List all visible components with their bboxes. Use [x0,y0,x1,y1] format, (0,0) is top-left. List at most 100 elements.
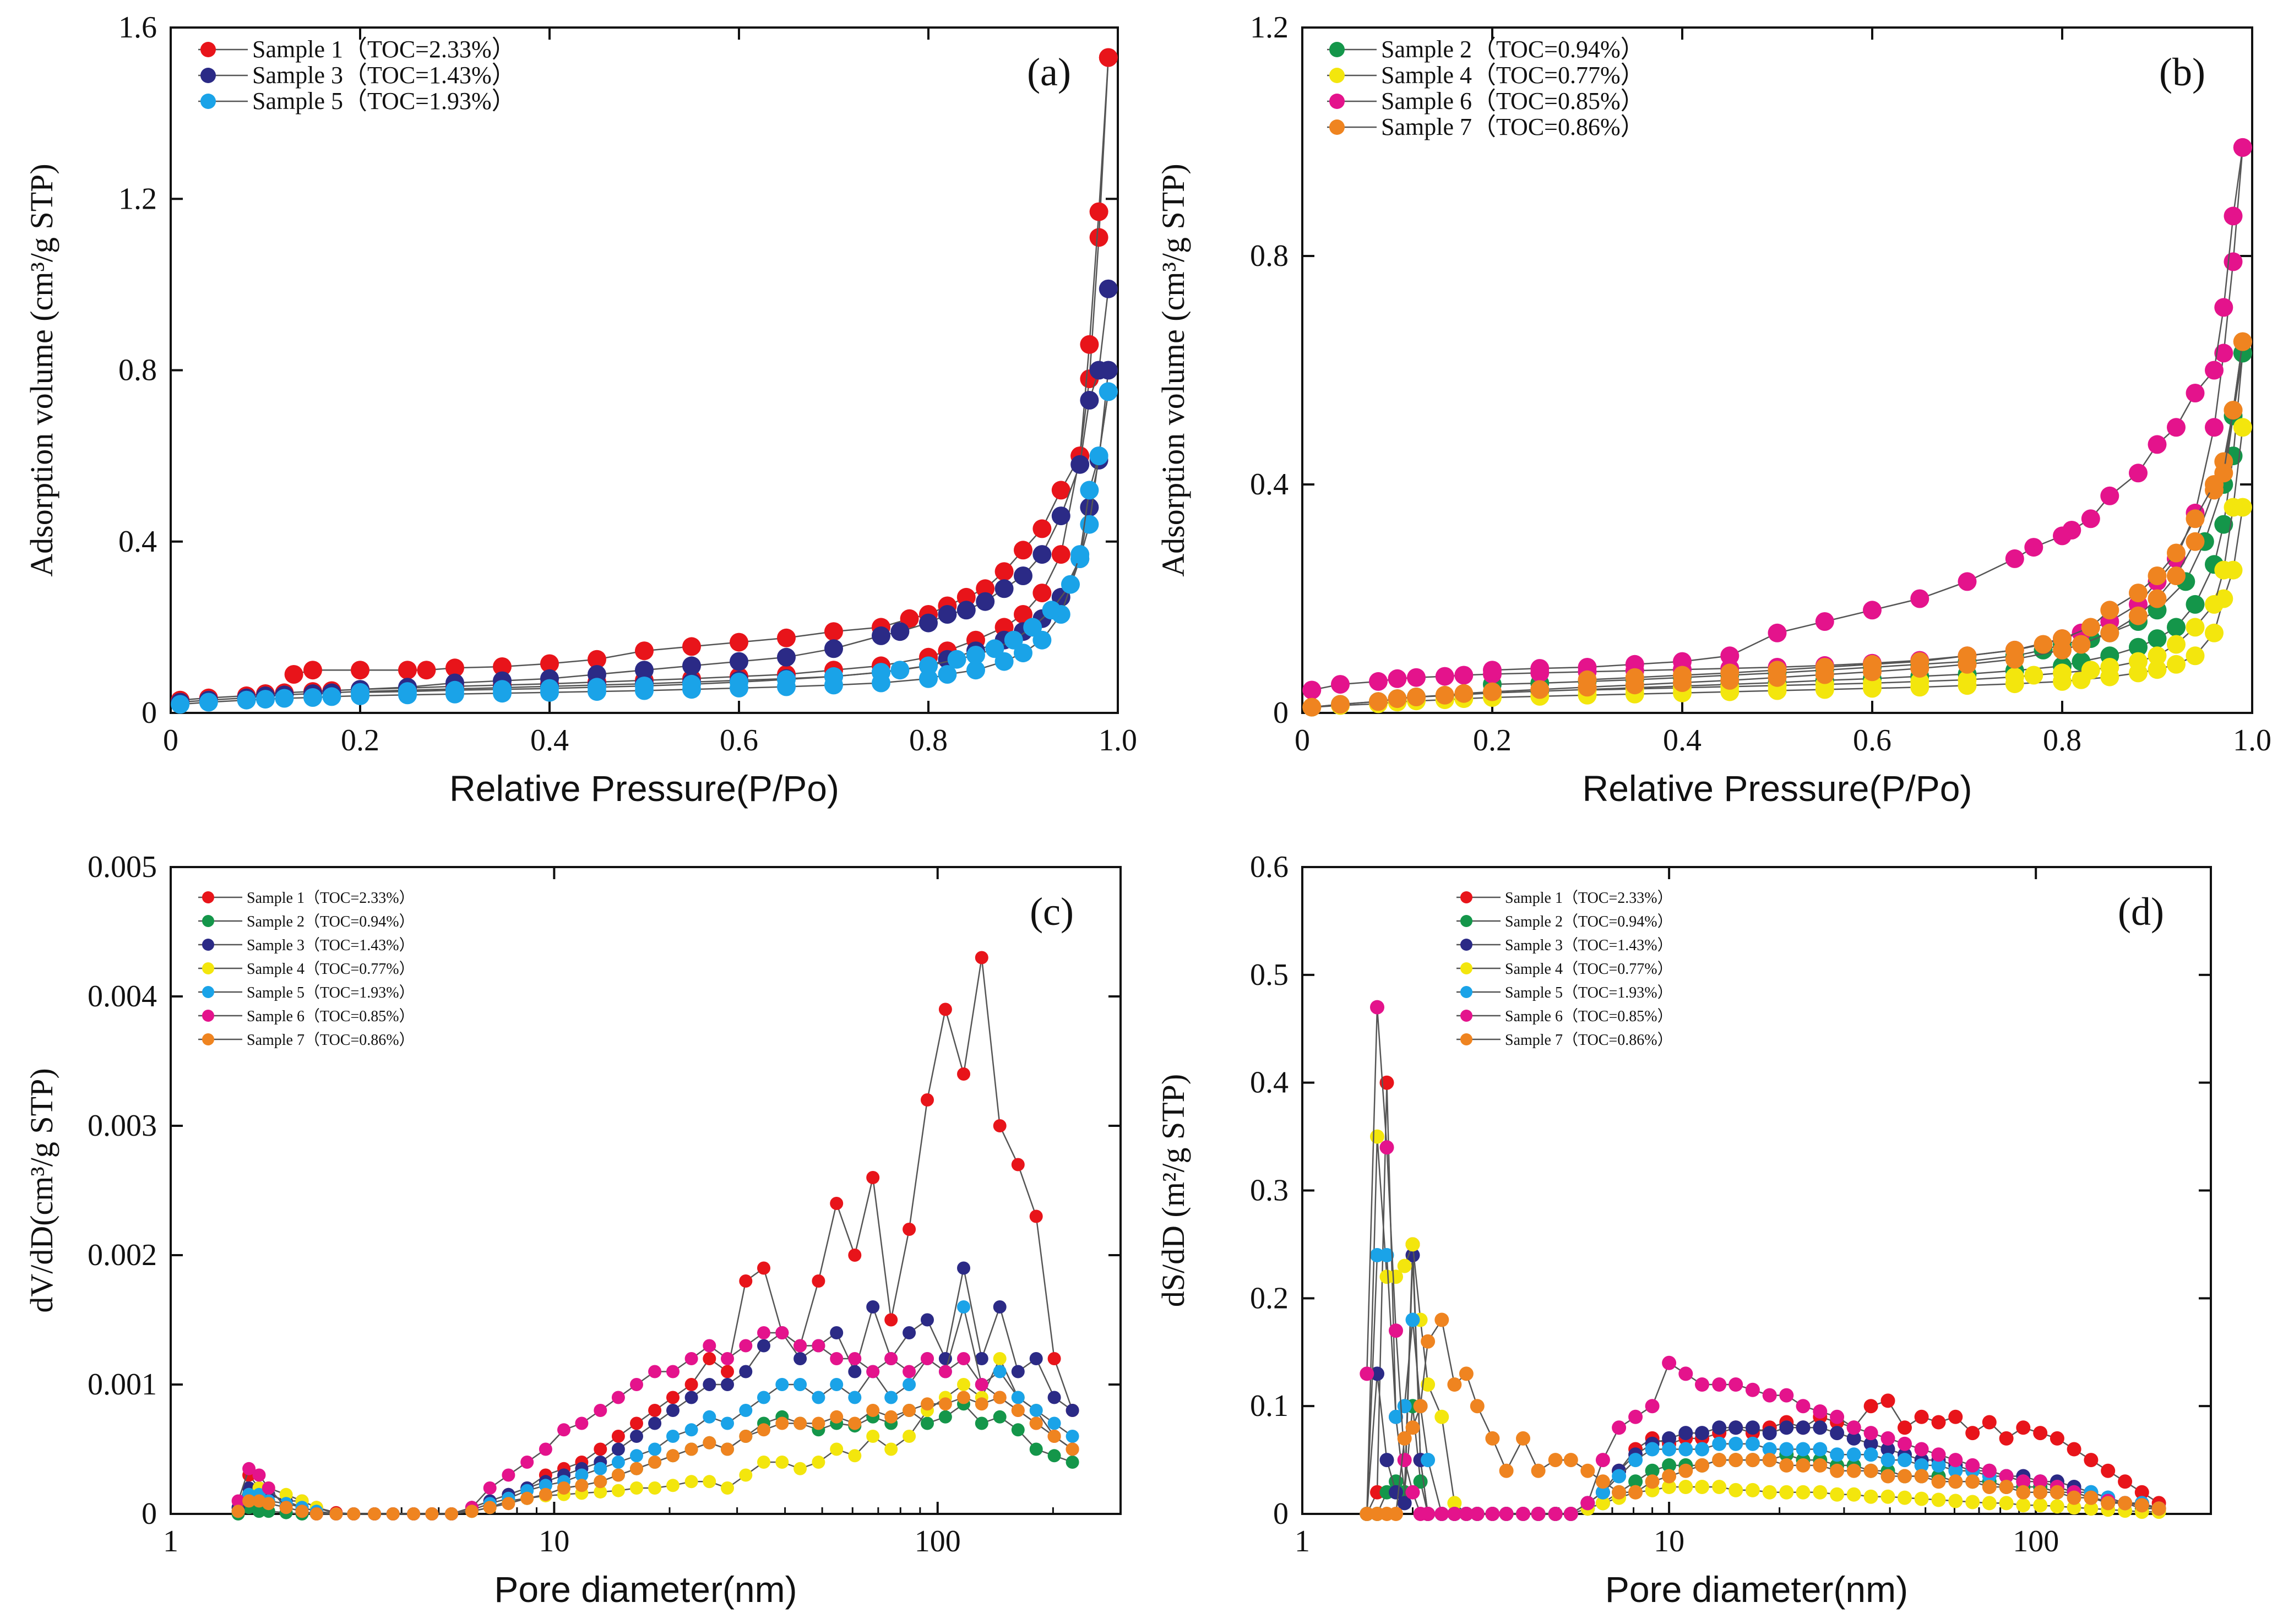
data-point [557,1423,570,1437]
data-point [1910,652,1929,671]
data-point [1070,545,1090,564]
data-point [2167,566,2186,585]
data-point [793,1462,807,1475]
data-point [2005,667,2024,686]
data-point [1678,1366,1693,1381]
data-point [812,1274,825,1288]
legend-label: Sample 7（TOC=0.86%） [247,1031,415,1049]
data-point [666,1404,680,1417]
data-point [830,1378,844,1391]
data-point [1595,1474,1610,1489]
legend-marker [1460,891,1472,903]
data-point [1548,1507,1563,1521]
data-point [703,1339,716,1353]
data-point [1379,1248,1394,1262]
data-point [2148,629,2167,648]
data-point [1080,391,1099,410]
panel-label: (c) [1030,890,1074,934]
data-point [2016,1474,2031,1489]
legend-marker [202,939,214,951]
legend-label: Sample 4（TOC=0.77%） [1505,960,1673,978]
legend-marker [202,1010,214,1022]
data-point [557,1481,570,1495]
y-axis-label: dS/dD (m²/g STP) [1155,1074,1191,1307]
data-point [502,1468,515,1482]
data-point [903,1404,916,1417]
data-point [2100,601,2119,620]
data-point [1370,1000,1384,1015]
data-point [775,1326,789,1339]
legend-marker [1460,915,1472,927]
data-point [1405,1420,1420,1435]
x-tick-label: 10 [1654,1524,1684,1558]
data-point [884,1391,898,1404]
data-point [284,665,303,684]
data-point [957,1261,970,1275]
data-point [721,1352,734,1365]
data-point [993,1410,1007,1424]
data-point [1413,1399,1428,1414]
data-point [1645,1399,1660,1414]
y-tick-label: 0.002 [88,1238,157,1272]
data-point [730,652,748,671]
data-point [1662,1469,1677,1484]
data-point [1089,228,1108,247]
y-tick-label: 0.004 [88,979,157,1013]
data-point [539,1487,552,1501]
panel-label: (a) [1027,50,1071,94]
x-tick-label: 0.8 [909,723,948,757]
data-point [611,1456,625,1469]
y-axis-label: Adsorption volume (cm³/g STP) [1155,164,1191,576]
data-point [1678,1442,1693,1457]
x-tick-label: 0.6 [1853,723,1891,757]
data-point [966,646,985,664]
data-point [630,1378,643,1391]
data-point [1768,623,1787,642]
data-point [1931,1492,1946,1507]
x-tick-label: 100 [2013,1524,2059,1558]
data-point [703,1378,716,1391]
y-tick-label: 0.8 [1250,239,1289,273]
data-point [739,1274,753,1288]
data-point [793,1378,807,1391]
data-point [1914,1469,1929,1484]
series-4 [1302,332,2252,717]
data-point [1499,1507,1514,1521]
data-point [938,1002,952,1016]
data-point [921,1416,934,1430]
y-tick-label: 0.4 [1250,467,1289,502]
data-point [848,1352,862,1365]
data-point [1548,1453,1563,1468]
data-point [540,654,559,673]
data-point [1405,1485,1420,1500]
data-point [2016,1420,2031,1435]
data-point [2205,418,2224,437]
data-point [1796,1442,1811,1457]
data-point [493,680,512,699]
data-point [994,579,1014,598]
data-point [1863,1436,1878,1451]
data-point [2134,1498,2149,1513]
x-tick-label: 0.8 [2043,723,2081,757]
data-point [684,1352,698,1365]
data-point [1447,1496,1462,1511]
data-point [309,1507,323,1521]
data-point [1628,1409,1643,1424]
data-point [975,1352,988,1365]
data-point [648,1404,662,1417]
data-point [848,1416,862,1430]
data-point [279,1487,293,1501]
legend-marker [1460,939,1472,951]
data-point [2118,1496,2133,1511]
data-point [793,1339,807,1353]
data-point [1965,1495,1980,1509]
data-point [1080,498,1099,517]
data-point [1302,680,1322,700]
data-point [666,1479,680,1492]
data-point [1982,1463,1997,1478]
series-line [1366,1136,2159,1515]
data-point [975,951,988,964]
data-point [884,1442,898,1456]
data-point [956,587,976,607]
data-point [1914,1409,1929,1424]
